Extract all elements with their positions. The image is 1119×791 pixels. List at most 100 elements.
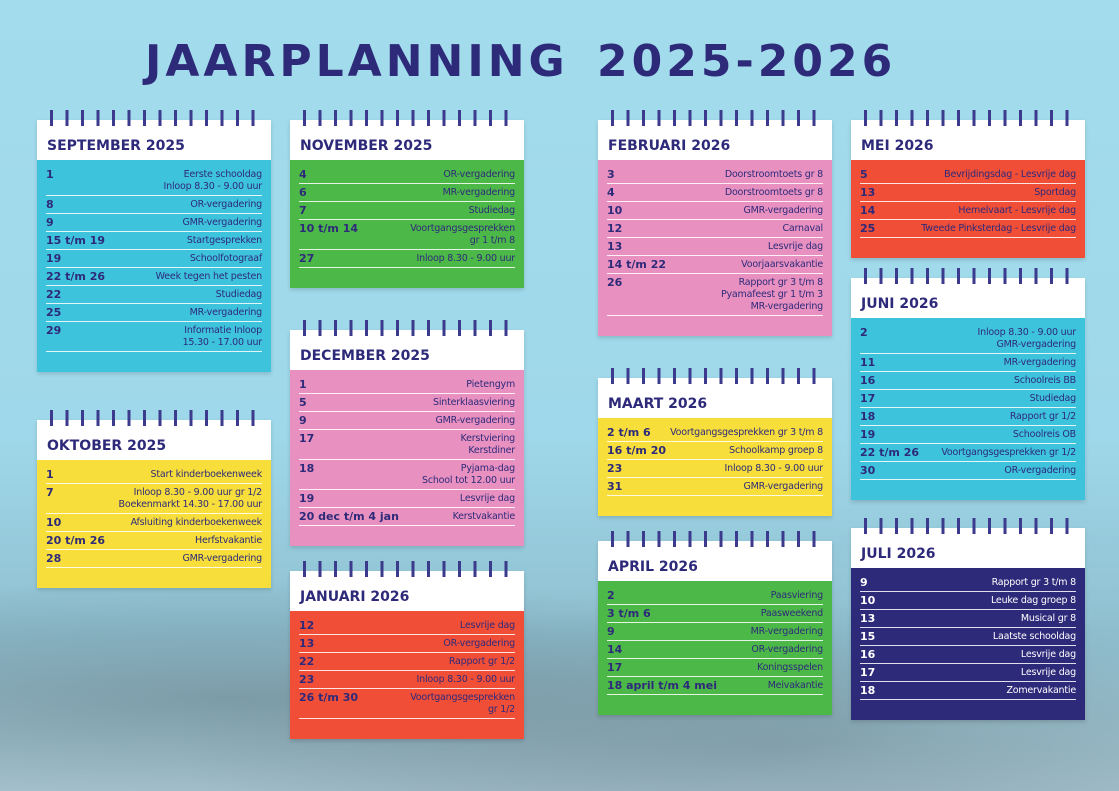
entry: 6 MR-vergadering xyxy=(299,184,515,202)
entry: 18 Pyjama-dag School tot 12.00 uur xyxy=(299,460,515,490)
entry-text: Doorstroomtoets gr 8 xyxy=(724,187,823,198)
entry-date: 14 xyxy=(607,643,623,656)
spiral xyxy=(859,518,1077,534)
month-card: MAART 2026 2 t/m 6 Voortgangsgesprekken gr… xyxy=(598,368,832,516)
entry: 27 Inloop 8.30 - 9.00 uur xyxy=(299,250,515,268)
entry: 9 GMR-vergadering xyxy=(46,214,262,232)
entry-text: Schoolreis OB xyxy=(1012,429,1076,440)
entry-date: 2 t/m 6 xyxy=(607,426,651,439)
entry: 13 OR-vergadering xyxy=(299,635,515,653)
entry-text: OR-vergadering xyxy=(751,644,823,655)
entry-text: Pyjama-dag School tot 12.00 uur xyxy=(421,463,515,486)
entry: 22 Rapport gr 1/2 xyxy=(299,653,515,671)
entry-date: 23 xyxy=(607,462,623,475)
entry-text: Inloop 8.30 - 9.00 uur xyxy=(416,674,516,685)
entry-text: Rapport gr 3 t/m 8 Pyamafeest gr 1 t/m 3… xyxy=(720,277,823,312)
entry: 2 Inloop 8.30 - 9.00 uur GMR-vergadering xyxy=(860,324,1076,354)
entry-date: 3 xyxy=(607,168,615,181)
month-body: 9 Rapport gr 3 t/m 8 10 Leuke dag groep 8 13… xyxy=(851,568,1085,720)
month-title: NOVEMBER 2025 xyxy=(290,120,524,160)
entry-text: Eerste schooldag Inloop 8.30 - 9.00 uur xyxy=(163,169,263,192)
entry-text: GMR-vergadering xyxy=(743,205,824,216)
entry: 8 OR-vergadering xyxy=(46,196,262,214)
month-card: SEPTEMBER 2025 1 Eerste schooldag Inloop 8… xyxy=(37,110,271,372)
month-card: JUNI 2026 2 Inloop 8.30 - 9.00 uur GMR-ver… xyxy=(851,268,1085,500)
entry-date: 16 xyxy=(860,374,876,387)
entry-text: Inloop 8.30 - 9.00 uur GMR-vergadering xyxy=(977,327,1077,350)
entry-date: 8 xyxy=(46,198,54,211)
entry: 18 Rapport gr 1/2 xyxy=(860,408,1076,426)
entry-date: 4 xyxy=(299,168,307,181)
entry-text: Voortgangsgesprekken gr 3 t/m 8 xyxy=(670,427,823,438)
entry-date: 9 xyxy=(607,625,615,638)
entry-date: 22 xyxy=(299,655,315,668)
entry: 26 t/m 30 Voortgangsgesprekken gr 1/2 xyxy=(299,689,515,719)
entry-text: Lesvrije dag xyxy=(459,493,515,504)
entry-date: 5 xyxy=(299,396,307,409)
entry-text: GMR-vergadering xyxy=(435,415,516,426)
entry-date: 22 xyxy=(46,288,62,301)
entry-date: 2 xyxy=(607,589,615,602)
entry-date: 9 xyxy=(860,576,868,589)
entry-date: 20 t/m 26 xyxy=(46,534,106,547)
entry-text: Rapport gr 1/2 xyxy=(1009,411,1076,422)
month-title: OKTOBER 2025 xyxy=(37,420,271,460)
entry: 18 Zomervakantie xyxy=(860,682,1076,700)
entry: 13 Musical gr 8 xyxy=(860,610,1076,628)
month-body: 1 Start kinderboekenweek 7 Inloop 8.30 - 9.… xyxy=(37,460,271,588)
month-body: 1 Pietengym 5 Sinterklaasviering 9 GMR-vergad… xyxy=(290,370,524,546)
entry: 10 GMR-vergadering xyxy=(607,202,823,220)
entry-date: 22 t/m 26 xyxy=(46,270,106,283)
month-title: JULI 2026 xyxy=(851,528,1085,568)
entry-date: 11 xyxy=(860,356,876,369)
month-card: JANUARI 2026 12 Lesvrije dag 13 OR-vergaderi… xyxy=(290,561,524,739)
entry-text: Studiedag xyxy=(1029,393,1077,404)
entry: 25 Tweede Pinksterdag - Lesvrije dag xyxy=(860,220,1076,238)
spiral xyxy=(45,410,263,426)
entry: 3 t/m 6 Paasweekend xyxy=(607,605,823,623)
entry-text: Paasviering xyxy=(770,590,824,601)
entry: 15 t/m 19 Startgesprekken xyxy=(46,232,262,250)
entry-text: Herfstvakantie xyxy=(195,535,262,546)
entry-text: Bevrijdingsdag - Lesvrije dag xyxy=(944,169,1076,180)
entry-text: Voortgangsgesprekken gr 1/2 xyxy=(410,692,515,715)
entry: 13 Sportdag xyxy=(860,184,1076,202)
entry-text: Doorstroomtoets gr 8 xyxy=(724,169,823,180)
entry: 29 Informatie Inloop 15.30 - 17.00 uur xyxy=(46,322,262,352)
entry-text: Koningsspelen xyxy=(757,662,823,673)
entry-text: Voortgangsgesprekken gr 1/2 xyxy=(941,447,1076,458)
entry-date: 4 xyxy=(607,186,615,199)
entry: 14 Hemelvaart - Lesvrije dag xyxy=(860,202,1076,220)
years: 2025-2026 xyxy=(597,36,897,87)
entry: 17 Lesvrije dag xyxy=(860,664,1076,682)
entry-date: 16 xyxy=(860,648,876,661)
entry-date: 26 xyxy=(607,276,623,289)
month-title: APRIL 2026 xyxy=(598,541,832,581)
spiral xyxy=(298,110,516,126)
month-card: NOVEMBER 2025 4 OR-vergadering 6 MR-vergader… xyxy=(290,110,524,288)
entry: 23 Inloop 8.30 - 9.00 uur xyxy=(299,671,515,689)
entry-text: Laatste schooldag xyxy=(992,631,1076,642)
entry-date: 15 xyxy=(860,630,876,643)
entry-text: MR-vergadering xyxy=(1003,357,1077,368)
entry-text: Meivakantie xyxy=(767,680,824,691)
entry-text: Schoolfotograaf xyxy=(189,253,262,264)
entry: 14 OR-vergadering xyxy=(607,641,823,659)
entry: 22 t/m 26 Voortgangsgesprekken gr 1/2 xyxy=(860,444,1076,462)
entry: 2 t/m 6 Voortgangsgesprekken gr 3 t/m 8 xyxy=(607,424,823,442)
entry: 17 Koningsspelen xyxy=(607,659,823,677)
entry-text: Hemelvaart - Lesvrije dag xyxy=(958,205,1076,216)
entry-text: Lesvrije dag xyxy=(459,620,515,631)
entry-date: 5 xyxy=(860,168,868,181)
entry-date: 9 xyxy=(46,216,54,229)
entry-text: Schoolkamp groep 8 xyxy=(729,445,823,456)
spiral xyxy=(298,561,516,577)
entry-text: Informatie Inloop 15.30 - 17.00 uur xyxy=(182,325,263,348)
entry-date: 7 xyxy=(46,486,54,499)
month-body: 2 Paasviering 3 t/m 6 Paasweekend 9 MR-vergad… xyxy=(598,581,832,715)
entry: 31 GMR-vergadering xyxy=(607,478,823,496)
month-title: SEPTEMBER 2025 xyxy=(37,120,271,160)
month-title: FEBRUARI 2026 xyxy=(598,120,832,160)
entry-text: Pietengym xyxy=(466,379,515,390)
entry-date: 19 xyxy=(46,252,62,265)
